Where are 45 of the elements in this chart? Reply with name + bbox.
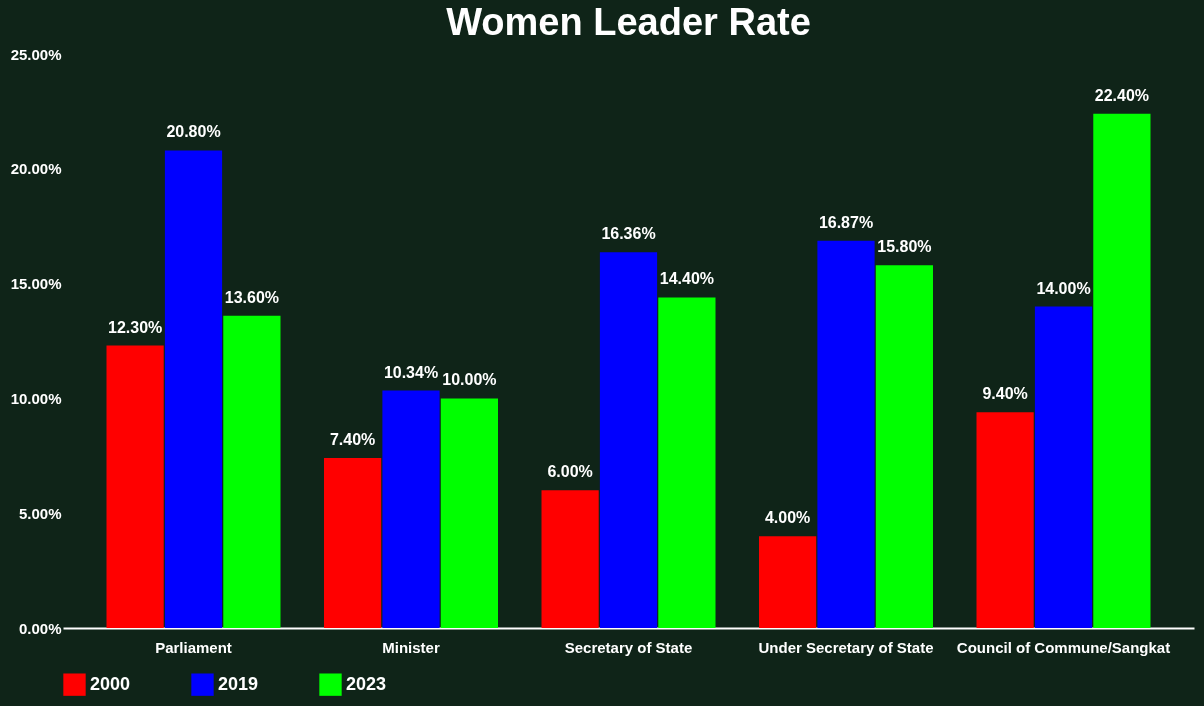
data-label: 16.87% bbox=[818, 213, 874, 231]
bar bbox=[324, 458, 382, 628]
legend-label: 2000 bbox=[90, 673, 131, 694]
data-label: 13.60% bbox=[224, 288, 280, 306]
y-tick-label: 10.00% bbox=[10, 389, 62, 407]
y-tick-label: 20.00% bbox=[10, 160, 62, 178]
data-label: 6.00% bbox=[547, 463, 593, 481]
chart-title: Women Leader Rate bbox=[446, 1, 811, 43]
bar bbox=[1093, 113, 1151, 628]
y-tick-label: 15.00% bbox=[10, 275, 62, 293]
bar bbox=[541, 490, 599, 628]
data-label: 22.40% bbox=[1094, 86, 1150, 104]
x-tick-label: Council of Commune/Sangkat bbox=[956, 638, 1171, 656]
legend-label: 2019 bbox=[218, 673, 259, 694]
y-tick-label: 5.00% bbox=[18, 504, 62, 522]
data-label: 7.40% bbox=[329, 431, 376, 449]
data-label: 10.00% bbox=[442, 371, 497, 389]
data-label: 16.36% bbox=[601, 225, 656, 243]
data-label: 10.34% bbox=[383, 363, 439, 381]
bar bbox=[875, 265, 933, 628]
data-label: 14.00% bbox=[1036, 279, 1091, 297]
bar bbox=[382, 390, 440, 628]
x-tick-label: Secretary of State bbox=[564, 638, 693, 656]
bar bbox=[223, 315, 281, 628]
data-label: 15.80% bbox=[877, 238, 932, 256]
x-tick-label: Parliament bbox=[155, 638, 232, 656]
data-label: 9.40% bbox=[982, 385, 1028, 403]
y-tick-label: 0.00% bbox=[18, 619, 62, 637]
bar bbox=[976, 412, 1034, 628]
bar bbox=[440, 398, 498, 628]
bar bbox=[106, 345, 164, 628]
bar bbox=[759, 536, 817, 628]
bar bbox=[164, 150, 223, 628]
bar bbox=[1034, 306, 1093, 628]
y-tick-label: 25.00% bbox=[10, 45, 62, 63]
data-label: 14.40% bbox=[659, 270, 715, 288]
bar bbox=[658, 297, 716, 628]
data-label: 4.00% bbox=[764, 509, 811, 527]
x-tick-label: Minister bbox=[382, 638, 440, 656]
bar bbox=[599, 252, 658, 628]
data-label: 12.30% bbox=[107, 318, 163, 336]
legend-label: 2023 bbox=[346, 673, 387, 694]
bar bbox=[817, 240, 875, 628]
data-label: 20.80% bbox=[166, 123, 221, 141]
x-tick-label: Under Secretary of State bbox=[758, 638, 934, 656]
